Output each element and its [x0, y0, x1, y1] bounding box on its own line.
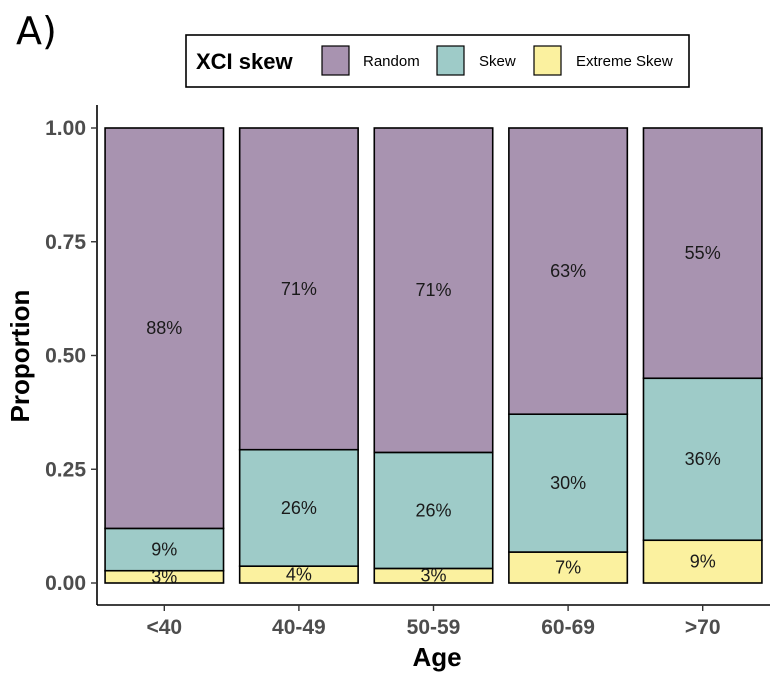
- y-ticks-group: 0.00 0.25 0.50 0.75 1.00: [45, 117, 97, 595]
- data-label-skew-4: 30%: [550, 473, 586, 493]
- data-label-random-5: 55%: [685, 243, 721, 263]
- y-tick-label-3: 0.50: [45, 345, 86, 368]
- x-ticks-group: <40 40-49 50-59 60-69 >70: [146, 605, 721, 639]
- bar-segment-random-3: [373, 127, 494, 454]
- y-tick-label-2: 0.25: [45, 458, 86, 481]
- data-label-skew-2: 26%: [281, 498, 317, 518]
- x-tick-label-4: 60-69: [541, 616, 595, 639]
- legend-swatch-random: [321, 45, 350, 76]
- legend-title: XCI skew: [196, 49, 293, 74]
- data-label-extreme-skew-2: 4%: [286, 565, 312, 585]
- data-label-extreme-skew-3: 3%: [420, 566, 446, 586]
- bar-labels-group: 3% 9% 88% 4% 26% 71% 3% 26% 71% 7% 30% 63% 9% 36% 55%: [146, 243, 720, 587]
- x-tick-label-3: 50-59: [407, 616, 461, 639]
- y-tick-label-4: 0.75: [45, 231, 86, 254]
- data-label-extreme-skew-5: 9%: [690, 552, 716, 572]
- data-label-skew-5: 36%: [685, 449, 721, 469]
- legend: XCI skew Random Skew Extreme Skew: [185, 34, 690, 88]
- y-tick-label-1: 0.00: [45, 572, 86, 595]
- y-tick-label-5: 1.00: [45, 117, 86, 140]
- data-label-skew-3: 26%: [415, 500, 451, 520]
- bar-segment-random-2: [238, 127, 359, 451]
- y-axis-title: Proportion: [5, 290, 35, 423]
- x-tick-label-2: 40-49: [272, 616, 326, 639]
- bars-group: [104, 127, 763, 584]
- data-label-random-2: 71%: [281, 279, 317, 299]
- legend-label-extreme-skew: Extreme Skew: [576, 53, 673, 70]
- data-label-extreme-skew-4: 7%: [555, 558, 581, 578]
- x-tick-label-1: <40: [146, 616, 182, 639]
- bar-segment-skew-5: [642, 377, 763, 542]
- data-label-skew-1: 9%: [151, 540, 177, 560]
- bar-segment-random-1: [104, 127, 225, 530]
- data-label-random-4: 63%: [550, 261, 586, 281]
- legend-swatch-skew: [436, 45, 465, 76]
- data-label-extreme-skew-1: 3%: [151, 567, 177, 587]
- x-axis-title: Age: [412, 642, 461, 672]
- panel-label: A): [16, 9, 57, 53]
- bar-segment-skew-3: [373, 451, 494, 570]
- bar-segment-random-5: [642, 127, 763, 380]
- legend-label-random: Random: [363, 53, 420, 70]
- data-label-random-3: 71%: [415, 280, 451, 300]
- bar-segment-extreme-skew-4: [508, 551, 629, 584]
- bar-segment-random-4: [508, 127, 629, 415]
- data-label-random-1: 88%: [146, 318, 182, 338]
- legend-swatch-extreme-skew: [533, 45, 562, 76]
- legend-label-skew: Skew: [479, 53, 516, 70]
- x-tick-label-5: >70: [685, 616, 721, 639]
- bar-segment-skew-4: [508, 413, 629, 553]
